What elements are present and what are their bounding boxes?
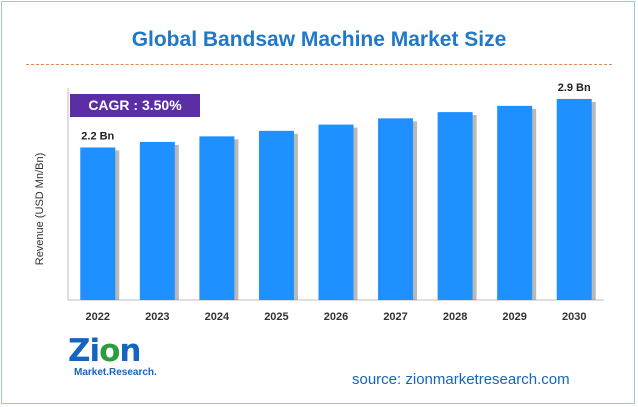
x-tick-label: 2024: [205, 311, 230, 323]
cagr-badge: CAGR : 3.50%: [70, 94, 200, 117]
source-text: source: zionmarketresearch.com: [352, 371, 570, 388]
x-tick-label: 2023: [145, 311, 169, 323]
x-tick-label: 2026: [324, 311, 348, 323]
x-tick-label: 2030: [562, 311, 586, 323]
bar: [556, 98, 592, 300]
bar: [378, 118, 414, 300]
logo-word: Zion: [68, 333, 142, 369]
page-title: Global Bandsaw Machine Market Size: [131, 28, 507, 51]
x-tick-label: 2027: [383, 311, 407, 323]
bar: [318, 124, 354, 300]
x-tick-label: 2025: [264, 311, 288, 323]
data-label: 2.9 Bn: [558, 82, 591, 94]
x-tick-label: 2022: [86, 311, 110, 323]
bar: [258, 130, 294, 300]
bar: [199, 136, 235, 300]
x-tick-label: 2028: [443, 311, 467, 323]
data-label: 2.2 Bn: [81, 130, 114, 142]
bar: [80, 147, 116, 300]
logo-subtitle: Market.Research.: [74, 367, 157, 378]
zion-logo: Zion Market.Research.: [68, 333, 158, 379]
x-tick-label: 2029: [502, 311, 526, 323]
bar: [139, 141, 175, 300]
bar: [497, 105, 533, 300]
bar: [437, 112, 473, 301]
title-divider: [26, 64, 612, 65]
